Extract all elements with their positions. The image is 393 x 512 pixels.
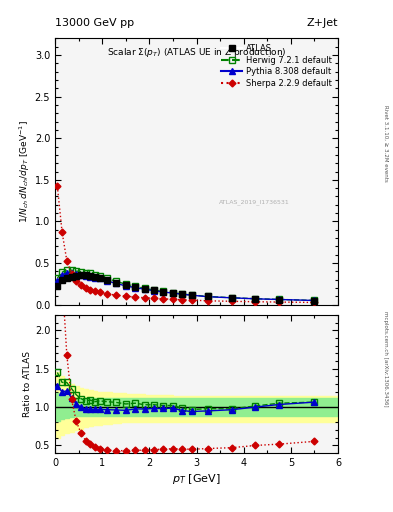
Text: Z+Jet: Z+Jet (307, 18, 338, 28)
Text: 13000 GeV pp: 13000 GeV pp (55, 18, 134, 28)
Text: Rivet 3.1.10, ≥ 3.2M events: Rivet 3.1.10, ≥ 3.2M events (383, 105, 388, 182)
X-axis label: $p_T$ [GeV]: $p_T$ [GeV] (172, 472, 221, 486)
Y-axis label: Ratio to ATLAS: Ratio to ATLAS (23, 351, 32, 417)
Text: Scalar $\Sigma(p_T)$ (ATLAS UE in Z production): Scalar $\Sigma(p_T)$ (ATLAS UE in Z prod… (107, 47, 286, 59)
Text: mcplots.cern.ch [arXiv:1306.3436]: mcplots.cern.ch [arXiv:1306.3436] (383, 311, 388, 406)
Y-axis label: $1/N_{ch}\,dN_{ch}/dp_T$ [GeV$^{-1}$]: $1/N_{ch}\,dN_{ch}/dp_T$ [GeV$^{-1}$] (17, 120, 32, 223)
Legend: ATLAS, Herwig 7.2.1 default, Pythia 8.308 default, Sherpa 2.2.9 default: ATLAS, Herwig 7.2.1 default, Pythia 8.30… (220, 42, 334, 90)
Text: ATLAS_2019_I1736531: ATLAS_2019_I1736531 (219, 200, 290, 205)
